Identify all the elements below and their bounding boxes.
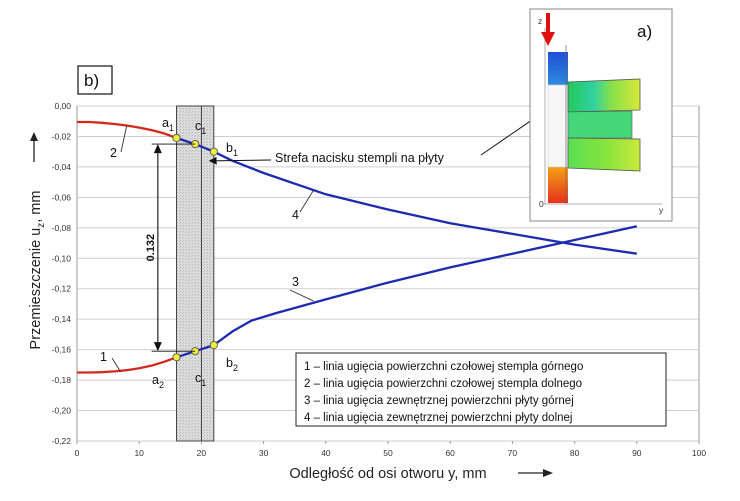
y-axis-title-arrow-head <box>30 132 38 141</box>
curve-leader <box>120 125 128 153</box>
point-label-a_upper: a1 <box>162 116 174 133</box>
curve-label-3: 3 <box>292 275 299 289</box>
point-marker <box>172 133 181 143</box>
zone-label: Strefa nacisku stempli na płyty <box>275 151 445 165</box>
y-tick-label: -0,02 <box>52 131 72 141</box>
series-line-1 <box>77 356 177 374</box>
x-tick-label: 70 <box>508 448 518 458</box>
y-tick-label: 0,00 <box>54 101 71 111</box>
y-tick-label: -0,16 <box>52 345 72 355</box>
annotations: 0.132 a1 c1 b1 a2 c1 b2 1 2 3 4 Strefa nacisku stem… <box>100 98 563 390</box>
y-tick-label: -0,14 <box>52 314 72 324</box>
x-tick-label: 50 <box>383 448 393 458</box>
y-tick-label: -0,08 <box>52 223 72 233</box>
inset-gap <box>547 84 569 168</box>
y-tick-label: -0,10 <box>52 253 72 263</box>
panel-b-label: b) <box>84 71 99 90</box>
svg-text:Przemieszczenie uz, mm: Przemieszczenie uz, mm <box>28 191 47 350</box>
inset-upper-plate <box>567 78 641 113</box>
y-tick-label: -0,22 <box>52 436 72 446</box>
y-tick-label: -0,04 <box>52 162 72 172</box>
red-arrow-shaft <box>546 13 550 35</box>
y-tick-label: -0,20 <box>52 406 72 416</box>
legend-entry: 1 – linia ugięcia powierzchni czołowej s… <box>304 361 583 373</box>
point-marker <box>172 353 181 362</box>
y-tick-label: -0,06 <box>52 192 72 202</box>
point-label-a_lower: a2 <box>152 373 164 390</box>
curve-leader <box>111 357 121 372</box>
x-tick-label: 100 <box>692 448 706 458</box>
inset-upper-die <box>548 52 568 85</box>
x-tick-label: 90 <box>632 448 642 458</box>
point-label-b_upper: b1 <box>226 141 238 158</box>
dimension-arrow-bottom <box>153 342 162 352</box>
x-tick-label: 30 <box>259 448 269 458</box>
curve-label-4: 4 <box>292 208 299 222</box>
curve-label-2: 2 <box>110 146 117 160</box>
point-label-c_upper: c1 <box>195 119 206 136</box>
point-marker <box>209 341 218 350</box>
dimension-arrow-top <box>153 144 162 154</box>
inset-origin: 0 <box>539 199 544 209</box>
legend-box <box>295 352 667 427</box>
series-line-4 <box>176 136 637 255</box>
y-tick-label: -0,12 <box>52 284 72 294</box>
legend-entry: 3 – linia ugięcia zewnętrznej powierzchn… <box>304 395 574 407</box>
x-tick-label: 0 <box>75 448 80 458</box>
inset-lower-die <box>548 167 568 203</box>
pressure-zone <box>176 105 215 442</box>
curve-leader <box>299 190 314 213</box>
x-tick-label: 20 <box>197 448 207 458</box>
inset-middle-strip <box>567 110 633 139</box>
y-axis-title-sub: z <box>36 223 47 228</box>
panel-b-box <box>77 65 113 95</box>
zone-label-arrow <box>208 156 272 165</box>
red-arrow-head-icon <box>541 32 555 46</box>
point-label-c_lower: c1 <box>195 371 206 388</box>
legend-entry: 4 – linia ugięcia zewnętrznej powierzchn… <box>304 412 572 424</box>
x-tick-label: 40 <box>321 448 331 458</box>
legend: 1 – linia ugięcia powierzchni czołowej s… <box>295 352 667 427</box>
dimension-value: 0.132 <box>145 234 157 262</box>
tick-labels: 0,00 -0,02 -0,04 -0,06 -0,08 -0,10 -0,12 -0,14 -… <box>52 101 707 458</box>
inset-axis-z: z <box>538 16 542 26</box>
curve-leader <box>289 289 314 302</box>
x-axis-title: Odległość od osi otworu y, mm <box>289 466 486 482</box>
y-tick-label: -0,18 <box>52 375 72 385</box>
inset-axis-y: y <box>659 205 664 215</box>
curve-label-1: 1 <box>100 350 107 364</box>
y-axis-title-unit: , mm <box>28 191 44 223</box>
x-tick-label: 60 <box>445 448 455 458</box>
inset-lower-plate <box>567 137 641 172</box>
panel-a-label: a) <box>637 22 652 41</box>
pressure-zone-band <box>176 105 215 442</box>
y-axis-title-main: Przemieszczenie u <box>28 228 44 350</box>
x-tick-label: 80 <box>570 448 580 458</box>
point-marker <box>209 147 218 156</box>
point-label-b_lower: b2 <box>226 356 238 373</box>
x-axis-title-arrow-head <box>543 469 553 477</box>
legend-entry: 2 – linia ugięcia powierzchni czołowej s… <box>304 378 582 390</box>
inset-panel-a: a) z y 0 <box>529 8 673 222</box>
y-axis-title: Przemieszczenie uz, mm <box>28 191 47 350</box>
x-tick-label: 10 <box>134 448 144 458</box>
